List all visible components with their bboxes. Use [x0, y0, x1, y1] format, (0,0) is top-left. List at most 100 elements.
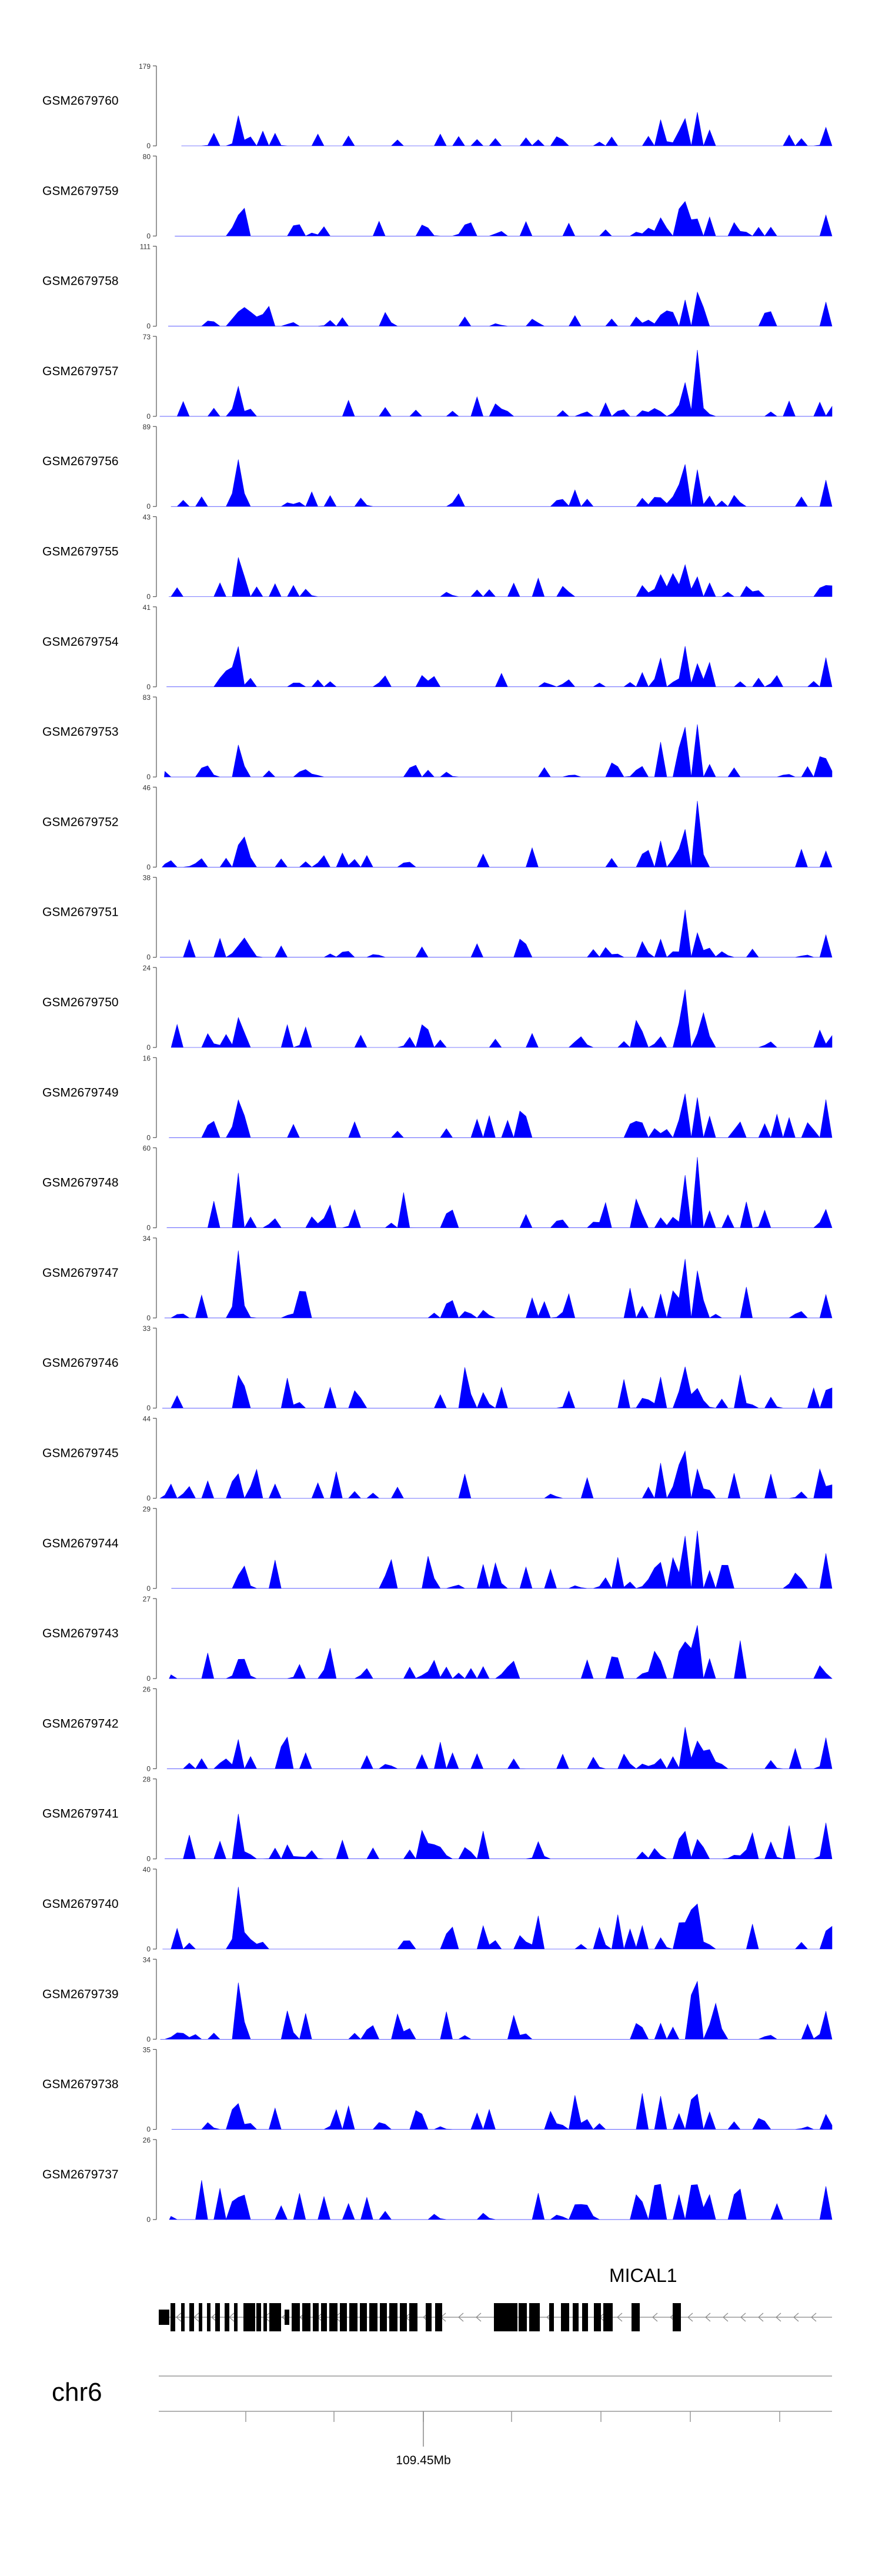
gene-model: MICAL1 [159, 2265, 832, 2331]
y-min-label: 0 [146, 1133, 151, 1142]
coverage-track: GSM2679759 80 0 [42, 152, 833, 240]
gene-exon [321, 2303, 327, 2331]
coverage-area [169, 557, 833, 598]
y-max-label: 29 [143, 1505, 151, 1513]
coverage-area [171, 459, 833, 507]
coverage-area [162, 1887, 833, 1950]
y-max-label: 40 [143, 1866, 151, 1874]
gene-exon [400, 2303, 407, 2331]
strand-arrow [793, 2313, 799, 2322]
track-label: GSM2679759 [42, 184, 119, 198]
y-min-label: 0 [146, 1945, 151, 1953]
coverage-track: GSM2679748 60 0 [42, 1144, 833, 1232]
coverage-area [164, 724, 833, 778]
coverage-area [166, 1157, 833, 1229]
track-label: GSM2679753 [42, 725, 119, 739]
y-max-label: 43 [143, 513, 151, 522]
coverage-area [164, 1250, 833, 1319]
y-max-label: 34 [143, 1234, 151, 1243]
gene-exon [494, 2303, 517, 2331]
y-min-label: 0 [146, 232, 151, 240]
strand-arrow [652, 2313, 658, 2322]
coverage-track: GSM2679760 179 0 [42, 62, 833, 150]
track-label: GSM2679741 [42, 1807, 119, 1821]
gene-name-label: MICAL1 [609, 2265, 677, 2286]
gene-exon [292, 2303, 300, 2331]
y-max-label: 46 [143, 783, 151, 792]
gene-exon [189, 2303, 194, 2331]
y-max-label: 34 [143, 1956, 151, 1964]
coverage-area [171, 1530, 833, 1589]
y-min-label: 0 [146, 1855, 151, 1863]
chromosome-label: chr6 [52, 2378, 102, 2407]
gene-exon [215, 2303, 220, 2331]
coverage-area [159, 909, 833, 958]
coverage-track: GSM2679752 46 0 [42, 783, 833, 871]
y-min-label: 0 [146, 2035, 151, 2043]
gene-exon [234, 2303, 238, 2331]
y-max-label: 16 [143, 1054, 151, 1062]
strand-arrow [723, 2313, 729, 2322]
y-min-label: 0 [146, 1494, 151, 1503]
coverage-area [175, 201, 833, 237]
coverage-area [171, 989, 833, 1049]
gene-exon [225, 2303, 229, 2331]
gene-exon [549, 2303, 554, 2331]
coverage-area [162, 800, 833, 868]
coverage-tracks: GSM2679760 179 0 GSM2679759 80 0 GSM2679758 111… [42, 62, 833, 2224]
y-min-label: 0 [146, 593, 151, 601]
gene-exon [269, 2303, 281, 2331]
y-min-label: 0 [146, 1404, 151, 1412]
strand-arrow [705, 2313, 711, 2322]
strand-arrow [687, 2313, 693, 2322]
gene-exon [199, 2303, 202, 2331]
y-min-label: 0 [146, 1674, 151, 1683]
coverage-track: GSM2679746 33 0 [42, 1324, 833, 1412]
coverage-track: GSM2679750 24 0 [42, 964, 833, 1052]
coverage-area [169, 2180, 833, 2221]
strand-arrow [740, 2313, 746, 2322]
track-label: GSM2679751 [42, 906, 119, 919]
y-max-label: 111 [140, 243, 151, 251]
y-max-label: 27 [143, 1595, 151, 1603]
y-min-label: 0 [146, 2215, 151, 2224]
gene-exon [360, 2303, 367, 2331]
coverage-track: GSM2679744 29 0 [42, 1505, 833, 1593]
coverage-area [162, 1366, 833, 1409]
gene-exon [349, 2303, 358, 2331]
gene-exon [519, 2303, 527, 2331]
coverage-track: GSM2679742 26 0 [42, 1685, 833, 1773]
strand-arrow [176, 2313, 182, 2322]
gene-exon [603, 2303, 613, 2331]
track-label: GSM2679760 [42, 94, 119, 108]
gene-exon [435, 2303, 442, 2331]
track-label: GSM2679752 [42, 815, 119, 829]
gene-exon [340, 2303, 347, 2331]
track-label: GSM2679739 [42, 1987, 119, 2001]
strand-arrow [211, 2313, 217, 2322]
track-label: GSM2679748 [42, 1176, 119, 1190]
strand-arrow [476, 2313, 482, 2322]
y-max-label: 26 [143, 2136, 151, 2144]
coverage-area [166, 1727, 833, 1770]
coverage-track: GSM2679739 34 0 [42, 1956, 833, 2043]
y-min-label: 0 [146, 1314, 151, 1322]
y-min-label: 0 [146, 502, 151, 510]
gene-exon [561, 2303, 569, 2331]
coverage-track: GSM2679738 35 0 [42, 2046, 833, 2134]
track-label: GSM2679757 [42, 365, 119, 378]
y-min-label: 0 [146, 863, 151, 871]
coverage-area [159, 349, 833, 417]
coverage-area [171, 2093, 833, 2130]
y-max-label: 26 [143, 1685, 151, 1693]
track-label: GSM2679738 [42, 2078, 119, 2091]
track-label: GSM2679755 [42, 545, 119, 559]
strand-arrow [776, 2313, 781, 2322]
gene-exon [409, 2303, 417, 2331]
gene-exon [181, 2303, 185, 2331]
coverage-track: GSM2679747 34 0 [42, 1234, 833, 1322]
y-min-label: 0 [146, 142, 151, 150]
gene-exon [256, 2303, 261, 2331]
gene-exon [389, 2303, 397, 2331]
gene-exon [573, 2303, 579, 2331]
